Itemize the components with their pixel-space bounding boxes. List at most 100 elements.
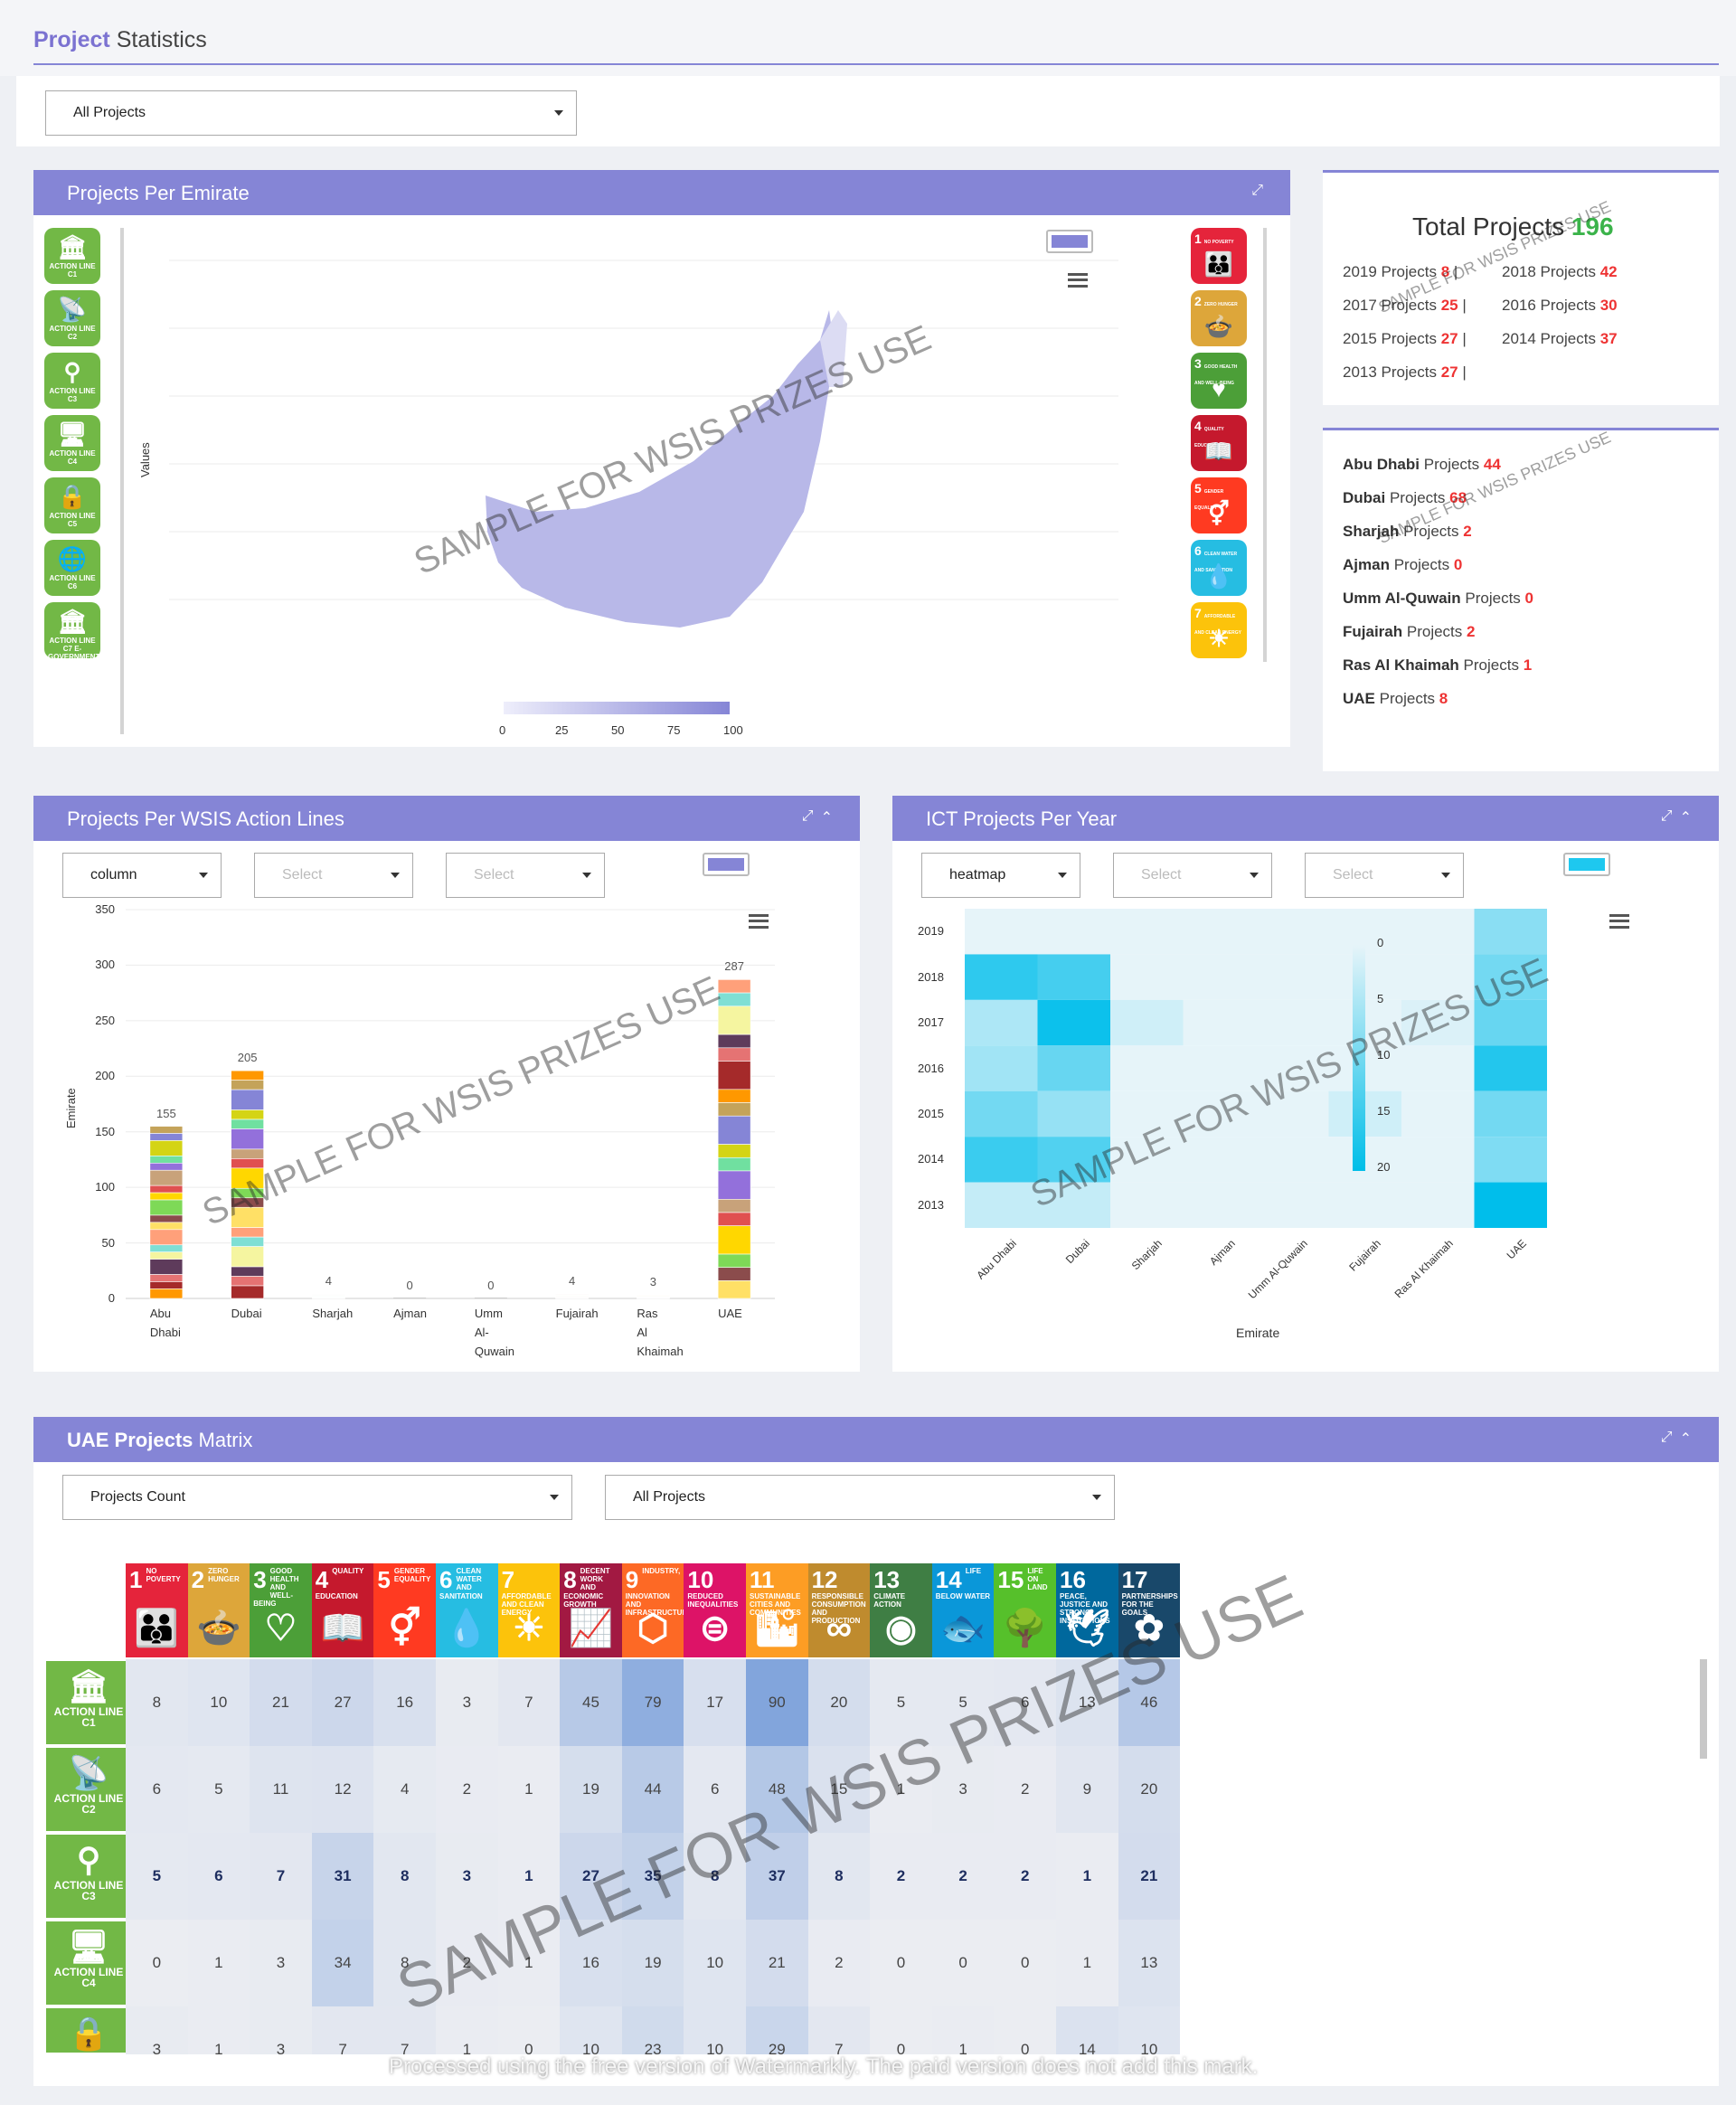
matrix-cell[interactable]: 1 [497,1920,561,2006]
heatmap-cell[interactable] [1110,1045,1184,1091]
sdg-column-header[interactable]: 12 RESPONSIBLE CONSUMPTION AND PRODUCTION… [807,1563,871,1657]
heatmap-cell[interactable] [1474,909,1548,955]
matrix-cell[interactable]: 3 [126,2006,188,2054]
heatmap-cell[interactable] [1401,1045,1475,1091]
sdg-tile[interactable]: 2 ZERO HUNGER 🍲 [1191,290,1247,346]
heatmap-cell[interactable] [1110,1090,1184,1137]
action-line-tile[interactable]: 🔒 ACTION LINE C5 [44,477,100,533]
heatmap-cell[interactable] [1183,1182,1257,1228]
matrix-cell[interactable]: 37 [746,1833,808,1920]
matrix-cell[interactable]: 5 [931,1659,995,1746]
bar-segment[interactable] [717,1170,751,1200]
matrix-cell[interactable]: 27 [311,1659,374,1746]
sdg-tile[interactable]: 1 NO POVERTY 👪 [1191,228,1247,284]
heatmap-cell[interactable] [1256,1045,1329,1091]
matrix-cell[interactable]: 3 [250,1920,312,2006]
sdg-column-header[interactable]: 10 REDUCED INEQUALITIES ⊜ [684,1563,746,1657]
heatmap-cell[interactable] [1037,1045,1111,1091]
sdg-column-header[interactable]: 8 DECENT WORK AND ECONOMIC GROWTH 📈 [560,1563,622,1657]
matrix-cell[interactable]: 34 [311,1920,374,2006]
uae-map[interactable] [169,224,1127,731]
matrix-cell[interactable]: 1 [497,1833,561,1920]
matrix-cell[interactable]: 2 [931,1833,995,1920]
matrix-cell[interactable]: 1 [931,2006,995,2054]
matrix-cell[interactable]: 7 [807,2006,871,2054]
matrix-cell[interactable]: 0 [497,2006,561,2054]
bar[interactable] [717,979,751,1299]
matrix-cell[interactable]: 8 [373,1920,436,2006]
bar-segment[interactable] [717,1280,751,1299]
matrix-cell[interactable]: 31 [311,1833,374,1920]
sdg-tile[interactable]: 6 CLEAN WATER AND SANITATION 💧 [1191,540,1247,596]
chart-type-select[interactable]: heatmap [921,853,1080,898]
bar-segment[interactable] [231,1276,264,1287]
matrix-scrollbar[interactable] [1700,1659,1707,1759]
bar-segment[interactable] [149,1140,184,1156]
bar-segment[interactable] [231,1080,264,1090]
bar-segment[interactable] [717,1047,751,1062]
matrix-cell[interactable]: 21 [746,1920,808,2006]
matrix-cell[interactable]: 14 [1056,2006,1118,2054]
matrix-cell[interactable]: 3 [436,1659,498,1746]
matrix-cell[interactable]: 10 [187,1659,250,1746]
bar-segment[interactable] [149,1199,184,1216]
matrix-cell[interactable]: 1 [187,2006,250,2054]
bar-segment[interactable] [717,1034,751,1049]
sdg-column-header[interactable]: 15 LIFE ON LAND 🌳 [994,1563,1056,1657]
bar-segment[interactable] [231,1266,264,1277]
action-line-row-header[interactable]: 📡 ACTION LINE C2 [46,1748,131,1831]
matrix-cell[interactable]: 21 [250,1659,312,1746]
bar-segment[interactable] [149,1259,184,1275]
bar-segment[interactable] [231,1158,264,1169]
sdg-column-header[interactable]: 11 SUSTAINABLE CITIES AND COMMUNITIES 🏙 [746,1563,808,1657]
heatmap-cell[interactable] [1401,1182,1475,1228]
bar-segment[interactable] [717,1115,751,1145]
matrix-cell[interactable]: 2 [994,1746,1056,1833]
bar[interactable] [555,1293,589,1299]
map-legend-swatch[interactable] [1046,230,1093,253]
matrix-cell[interactable]: 10 [1118,2006,1181,2054]
bar-segment[interactable] [149,1214,184,1223]
matrix-cell[interactable]: 29 [746,2006,808,2054]
heatmap-cell[interactable] [1401,999,1475,1046]
heatmap-menu-icon[interactable] [1609,914,1629,929]
bar-segment[interactable] [149,1244,184,1252]
sdg-column-header[interactable]: 6 CLEAN WATER AND SANITATION 💧 [436,1563,498,1657]
heatmap-cell[interactable] [1474,1045,1548,1091]
sdg-column-header[interactable]: 5 GENDER EQUALITY ⚥ [373,1563,436,1657]
filter-select-2[interactable]: Select [1305,853,1464,898]
matrix-cell[interactable]: 17 [684,1659,746,1746]
heatmap-cell[interactable] [1256,1137,1329,1183]
matrix-cell[interactable]: 48 [746,1746,808,1833]
heatmap-cell[interactable] [1256,1090,1329,1137]
matrix-cell[interactable]: 1 [187,1920,250,2006]
heatmap-cell[interactable] [1401,1090,1475,1137]
project-filter-select[interactable]: All Projects [45,90,577,136]
matrix-cell[interactable]: 19 [621,1920,684,2006]
heatmap-cell[interactable] [965,954,1038,1000]
matrix-cell[interactable]: 23 [621,2006,684,2054]
heatmap-cell[interactable] [1474,1182,1548,1228]
heatmap-cell[interactable] [1401,954,1475,1000]
expand-icon[interactable]: ⤢ [801,808,814,824]
left-scrollbar[interactable] [120,228,124,734]
sdg-column-header[interactable]: 16 PEACE, JUSTICE AND STRONG INSTITUTIONS… [1056,1563,1118,1657]
bar-segment[interactable] [231,1119,264,1129]
bar-segment[interactable] [149,1156,184,1164]
filter-select-1[interactable]: Select [254,853,413,898]
bar[interactable] [312,1293,345,1299]
heatmap-cell[interactable] [965,1045,1038,1091]
matrix-cell[interactable]: 20 [1118,1746,1181,1833]
matrix-cell[interactable]: 7 [373,2006,436,2054]
sdg-column-header[interactable]: 3 GOOD HEALTH AND WELL-BEING ♡ [250,1563,312,1657]
bar-segment[interactable] [231,1089,264,1110]
chart-type-select[interactable]: column [62,853,222,898]
heatmap-cell[interactable] [1183,1090,1257,1137]
matrix-cell[interactable]: 8 [807,1833,871,1920]
matrix-cell[interactable]: 6 [684,1746,746,1833]
matrix-cell[interactable]: 7 [497,1659,561,1746]
action-line-row-header[interactable]: 🏛 ACTION LINE C1 [46,1661,131,1744]
matrix-cell[interactable]: 35 [621,1833,684,1920]
matrix-cell[interactable]: 20 [807,1659,871,1746]
